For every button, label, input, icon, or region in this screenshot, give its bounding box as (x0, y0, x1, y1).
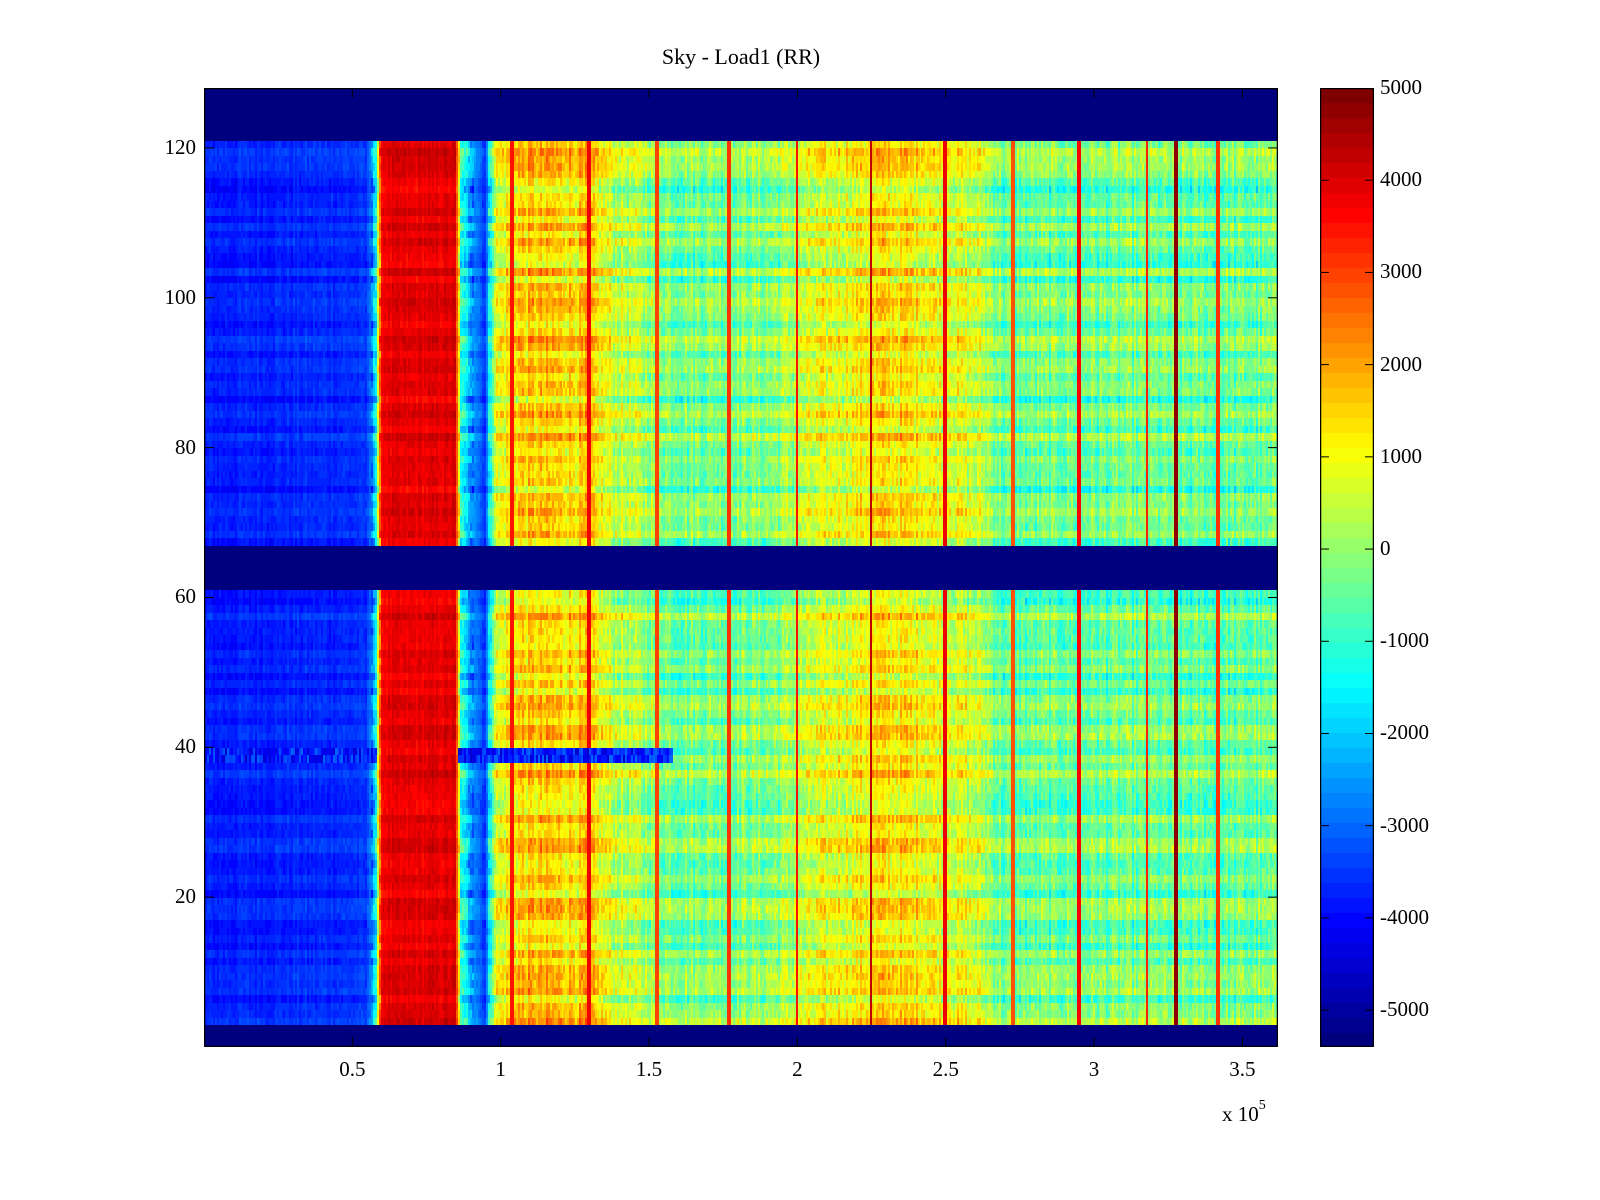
colorbar-tick-label: -2000 (1380, 720, 1429, 745)
colorbar-tick-label: -3000 (1380, 812, 1429, 837)
x-tick-label: 1.5 (635, 1057, 663, 1081)
chart-title: Sky - Load1 (RR) (661, 44, 821, 69)
axes-frame (204, 88, 1278, 1047)
x-tick-label: 0.5 (339, 1057, 366, 1081)
x-tick-label: 3.5 (1229, 1057, 1256, 1081)
colorbar-border (1320, 88, 1374, 1047)
plot-area (204, 88, 1278, 1047)
y-tick-label: 20 (175, 884, 196, 909)
x-tick-label: 2.5 (932, 1057, 959, 1081)
y-tick-label: 40 (175, 734, 196, 759)
x-tick-label: 1 (495, 1057, 506, 1081)
colorbar-tick-label: -4000 (1380, 904, 1429, 929)
x-multiplier-base: x 10 (1222, 1102, 1259, 1126)
colorbar-tick-label: -5000 (1380, 997, 1429, 1022)
x-multiplier-exponent: 5 (1258, 1098, 1266, 1113)
y-tick-label: 120 (164, 134, 197, 159)
x-tick-label: 2 (792, 1057, 803, 1081)
y-tick-label: 80 (175, 434, 196, 459)
colorbar-tick-label: 4000 (1380, 167, 1422, 192)
colorbar-tick-label: 0 (1380, 536, 1391, 561)
y-tick-label: 60 (175, 584, 196, 609)
x-axis-multiplier: x 105 (1222, 1098, 1266, 1127)
heatmap-image (204, 88, 1278, 1047)
colorbar-tick-label: 5000 (1380, 75, 1422, 99)
colorbar (1320, 88, 1374, 1047)
colorbar-tick-label: 2000 (1380, 351, 1422, 376)
colorbar-tick-label: 3000 (1380, 259, 1422, 284)
plot-border (204, 88, 1278, 1047)
colorbar-frame (1320, 88, 1374, 1047)
colorbar-tick-label: -1000 (1380, 628, 1429, 653)
x-tick-label: 3 (1088, 1057, 1100, 1081)
colorbar-gradient (1320, 88, 1374, 1047)
colorbar-tick-label: 1000 (1380, 443, 1422, 468)
y-tick-label: 100 (164, 284, 197, 309)
